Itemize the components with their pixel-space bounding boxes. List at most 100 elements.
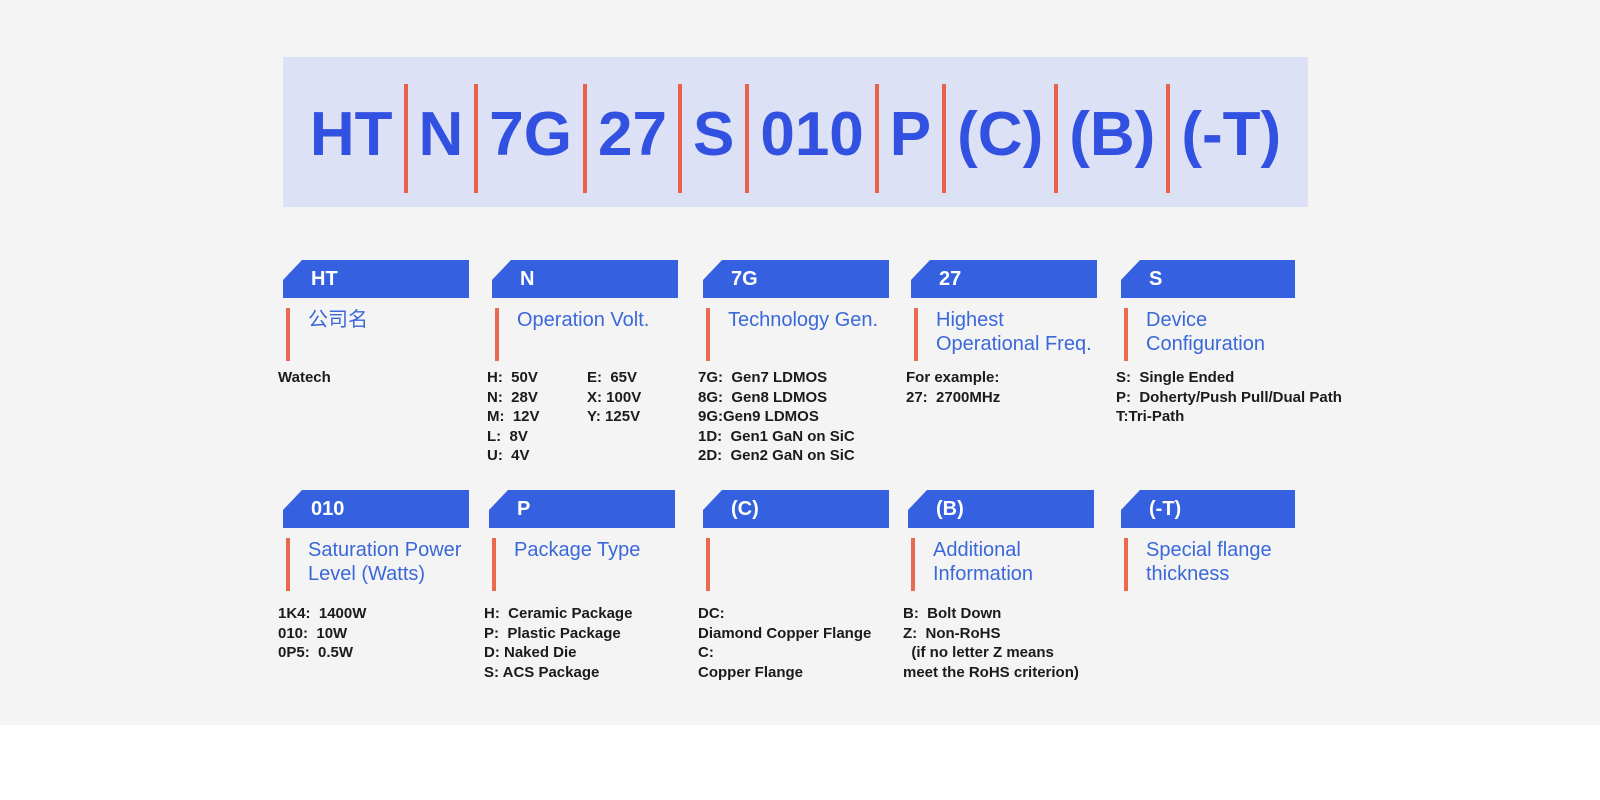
list-item: H: Ceramic Package <box>484 605 633 622</box>
list-item: 0P5: 0.5W <box>278 644 354 662</box>
section-list: B: Bolt Down Z: Non-RoHS (if no letter Z … <box>903 604 1079 682</box>
segment-divider <box>677 84 682 193</box>
title-line: Technology Gen. <box>728 309 879 331</box>
code-banner: P <box>489 490 675 528</box>
title-line: 公司名 <box>308 309 368 331</box>
part-segment-package: P <box>889 99 932 169</box>
title-line: Highest <box>936 309 1004 331</box>
list-item: 1D: Gen1 GaN on SiC <box>698 427 855 445</box>
list-item: C: <box>698 644 714 662</box>
list-item: P: Doherty/Push Pull/Dual Path <box>1116 388 1342 406</box>
segment-divider <box>942 84 947 193</box>
list-item: E: 65V <box>587 369 638 386</box>
list-item: S: ACS Package <box>484 663 600 681</box>
code-banner: N <box>492 260 678 298</box>
title-line: Level (Watts) <box>308 563 426 585</box>
section-list: 1K4: 1400W 010: 10W 0P5: 0.5W <box>278 604 366 663</box>
section-list: S: Single Ended P: Doherty/Push Pull/Dual… <box>1116 368 1342 427</box>
part-segment-additional: (B) <box>1069 99 1156 169</box>
section-title: Saturation Power Level (Watts) <box>308 538 461 586</box>
section-title: Package Type <box>514 538 640 562</box>
title-line: Additional <box>933 539 1021 561</box>
section-s: S Device Configuration S: Single Ended P: … <box>1116 260 1342 425</box>
section-list: DC: Diamond Copper Flange C: Copper Flange <box>698 604 871 682</box>
accent-line <box>286 538 290 591</box>
section-title: Device Configuration <box>1146 308 1265 356</box>
section-title: 公司名 <box>308 308 368 332</box>
code-banner: (C) <box>703 490 889 528</box>
code-banner: HT <box>283 260 469 298</box>
part-number-banner: HT N 7G 27 S 010 P (C) (B) (-T) <box>283 57 1308 207</box>
section-title: Technology Gen. <box>728 308 878 332</box>
title-line: Configuration <box>1146 333 1265 355</box>
section-list: H: Ceramic Package P: Plastic Package D: N… <box>484 604 632 682</box>
list-item: D: Naked Die <box>484 644 577 662</box>
section-list: 7G: Gen7 LDMOS 8G: Gen8 LDMOS 9G:Gen9 LDMO… <box>698 368 855 466</box>
section-list: For example: 27: 2700MHz <box>906 368 1000 407</box>
section-010: 010 Saturation Power Level (Watts) 1K4: 1… <box>278 490 503 661</box>
code-banner: 27 <box>911 260 1097 298</box>
list-item: meet the RoHS criterion) <box>903 663 1079 681</box>
part-segment-flange: (C) <box>957 99 1044 169</box>
title-line: thickness <box>1146 563 1230 585</box>
part-segment-voltage: N <box>418 99 464 169</box>
list-item: 27: 2700MHz <box>906 388 1001 406</box>
section-27: 27 Highest Operational Freq. For example:… <box>906 260 1131 406</box>
section-title: Special flange thickness <box>1146 538 1272 586</box>
title-line: Special flange <box>1146 539 1272 561</box>
list-item: B: Bolt Down <box>903 605 1002 622</box>
section-n: N Operation Volt. H: 50V N: 28V M: 12V L: 8… <box>487 260 712 464</box>
segment-divider <box>1166 84 1171 193</box>
accent-line <box>286 308 290 361</box>
list-item: Z: Non-RoHS <box>903 624 1001 642</box>
section-list: Watech <box>278 368 331 388</box>
segment-divider <box>474 84 479 193</box>
segment-divider <box>745 84 750 193</box>
list-item: (if no letter Z means <box>903 644 1054 662</box>
section-title: Additional Information <box>933 538 1033 586</box>
list-item: 7G: Gen7 LDMOS <box>698 369 828 386</box>
section-p: P Package Type H: Ceramic Package P: Plas… <box>484 490 709 681</box>
part-segment-power: 010 <box>760 99 864 169</box>
list-item: 2D: Gen2 GaN on SiC <box>698 447 855 465</box>
title-line: Package Type <box>514 539 641 561</box>
section-list-col2: E: 65V X: 100V Y: 125V <box>587 368 641 427</box>
accent-line <box>1124 308 1128 361</box>
title-line: Operational Freq. <box>936 333 1092 355</box>
segment-divider <box>1054 84 1059 193</box>
list-item: 9G:Gen9 LDMOS <box>698 408 819 426</box>
segment-divider <box>874 84 879 193</box>
section-list: H: 50V N: 28V M: 12V L: 8V U: 4V <box>487 368 540 466</box>
list-item: Diamond Copper Flange <box>698 624 872 642</box>
list-item: U: 4V <box>487 447 530 465</box>
list-item: S: Single Ended <box>1116 369 1235 386</box>
section-title: Highest Operational Freq. <box>936 308 1092 356</box>
part-segment-configuration: S <box>692 99 735 169</box>
code-banner: (-T) <box>1121 490 1295 528</box>
segment-divider <box>583 84 588 193</box>
title-line: Device <box>1146 309 1208 331</box>
section-7g: 7G Technology Gen. 7G: Gen7 LDMOS 8G: Gen… <box>698 260 923 464</box>
part-segment-frequency: 27 <box>598 99 667 169</box>
part-segment-thickness: (-T) <box>1181 99 1282 169</box>
list-item: 010: 10W <box>278 624 348 642</box>
section-title: Operation Volt. <box>517 308 649 332</box>
code-banner: S <box>1121 260 1295 298</box>
section-t: (-T) Special flange thickness <box>1121 490 1341 591</box>
title-line: Information <box>933 563 1034 585</box>
list-item: T:Tri-Path <box>1116 408 1185 426</box>
accent-line <box>914 308 918 361</box>
accent-line <box>706 308 710 361</box>
accent-line <box>1124 538 1128 591</box>
code-banner: 7G <box>703 260 889 298</box>
accent-line <box>495 308 499 361</box>
list-item: Copper Flange <box>698 663 804 681</box>
part-segment-technology: 7G <box>489 99 573 169</box>
title-line: Saturation Power <box>308 539 462 561</box>
list-item: M: 12V <box>487 408 540 426</box>
section-b: (B) Additional Information B: Bolt Down Z:… <box>903 490 1128 681</box>
list-item: N: 28V <box>487 388 538 406</box>
list-item: L: 8V <box>487 427 528 445</box>
accent-line <box>492 538 496 591</box>
list-item: Watech <box>278 369 331 386</box>
